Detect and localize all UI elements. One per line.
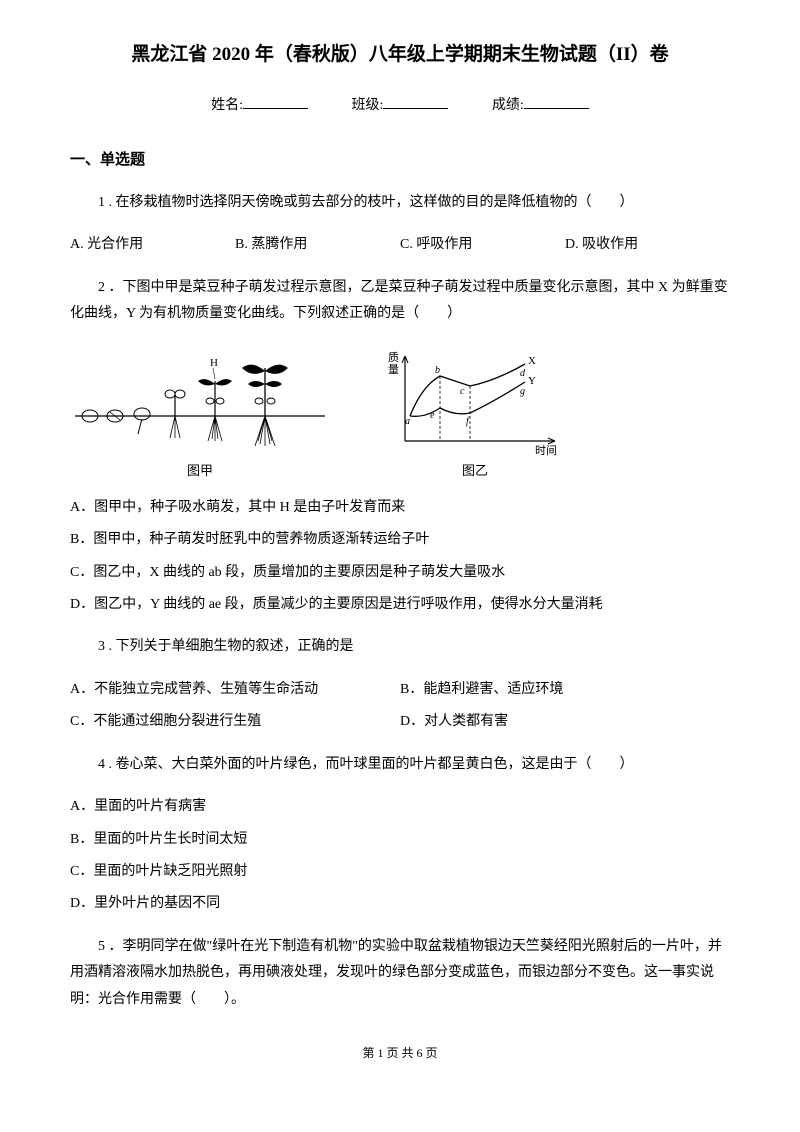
q3-row1: A．不能独立完成营养、生殖等生命活动 B．能趋利避害、适应环境 (70, 679, 730, 701)
svg-text:质: 质 (388, 351, 399, 364)
q3-option-a: A．不能独立完成营养、生殖等生命活动 (70, 679, 400, 701)
question-5-text: 5 ．李明同学在做"绿叶在光下制造有机物"的实验中取盆栽植物银边天竺葵经阳光照射… (70, 934, 730, 1014)
class-blank (383, 108, 448, 109)
figure-2-label: 图乙 (462, 461, 488, 482)
q4-option-a: A．里面的叶片有病害 (70, 796, 730, 818)
svg-text:c: c (460, 386, 465, 397)
question-4-text: 4 . 卷心菜、大白菜外面的叶片绿色，而叶球里面的叶片都呈黄白色，这是由于（ ） (70, 752, 730, 779)
q2-option-d: D．图乙中，Y 曲线的 ae 段，质量减少的主要原因是进行呼吸作用，使得水分大量… (70, 594, 730, 616)
svg-text:f: f (466, 416, 470, 427)
q4-option-c: C．里面的叶片缺乏阳光照射 (70, 861, 730, 883)
question-2-text: 2 ．下图中甲是菜豆种子萌发过程示意图，乙是菜豆种子萌发过程中质量变化示意图，其… (70, 275, 730, 328)
name-blank (243, 108, 308, 109)
score-label: 成绩: (492, 98, 524, 113)
svg-text:e: e (430, 410, 435, 421)
q2-option-c: C．图乙中，X 曲线的 ab 段，质量增加的主要原因是种子萌发大量吸水 (70, 562, 730, 584)
q1-option-a: A. 光合作用 (70, 234, 235, 256)
section-header: 一、单选题 (70, 148, 730, 172)
score-blank (524, 108, 589, 109)
figure-1-label: 图甲 (187, 461, 213, 482)
q4-option-d: D．里外叶片的基因不同 (70, 893, 730, 915)
q3-option-b: B．能趋利避害、适应环境 (400, 679, 730, 701)
q1-option-d: D. 吸收作用 (565, 234, 730, 256)
question-1-text: 1 . 在移栽植物时选择阴天傍晚或剪去部分的枝叶，这样做的目的是降低植物的（ ） (70, 190, 730, 217)
svg-text:时间: 时间 (535, 444, 557, 456)
q2-option-a: A．图甲中，种子吸水萌发，其中 H 是由子叶发育而来 (70, 497, 730, 519)
svg-text:d: d (520, 368, 526, 379)
svg-text:g: g (520, 386, 525, 397)
svg-text:b: b (435, 365, 440, 376)
svg-text:a: a (405, 416, 410, 427)
question-3-text: 3 . 下列关于单细胞生物的叙述，正确的是 (70, 634, 730, 661)
page-title: 黑龙江省 2020 年（春秋版）八年级上学期期末生物试题（II）卷 (70, 40, 730, 70)
student-info-line: 姓名: 班级: 成绩: (70, 95, 730, 117)
name-label: 姓名: (211, 98, 243, 113)
figure-2-svg: 质 量 时间 X d Y g a b c e f (380, 346, 570, 456)
figure-1-svg: H (70, 346, 330, 456)
q3-option-d: D．对人类都有害 (400, 711, 730, 733)
svg-text:量: 量 (388, 363, 399, 376)
q3-row2: C．不能通过细胞分裂进行生殖 D．对人类都有害 (70, 711, 730, 733)
q2-option-b: B．图甲中，种子萌发时胚乳中的营养物质逐渐转运给子叶 (70, 529, 730, 551)
figures-container: H 图甲 质 量 时间 (70, 346, 730, 482)
page-footer: 第 1 页 共 6 页 (70, 1044, 730, 1063)
svg-text:Y: Y (528, 375, 536, 387)
figure-1-box: H 图甲 (70, 346, 330, 482)
q1-option-b: B. 蒸腾作用 (235, 234, 400, 256)
q1-option-c: C. 呼吸作用 (400, 234, 565, 256)
question-1-options: A. 光合作用 B. 蒸腾作用 C. 呼吸作用 D. 吸收作用 (70, 234, 730, 256)
class-label: 班级: (352, 98, 384, 113)
svg-text:H: H (210, 357, 218, 369)
svg-text:X: X (528, 355, 536, 367)
q4-option-b: B．里面的叶片生长时间太短 (70, 829, 730, 851)
figure-2-box: 质 量 时间 X d Y g a b c e f 图乙 (380, 346, 570, 482)
q3-option-c: C．不能通过细胞分裂进行生殖 (70, 711, 400, 733)
